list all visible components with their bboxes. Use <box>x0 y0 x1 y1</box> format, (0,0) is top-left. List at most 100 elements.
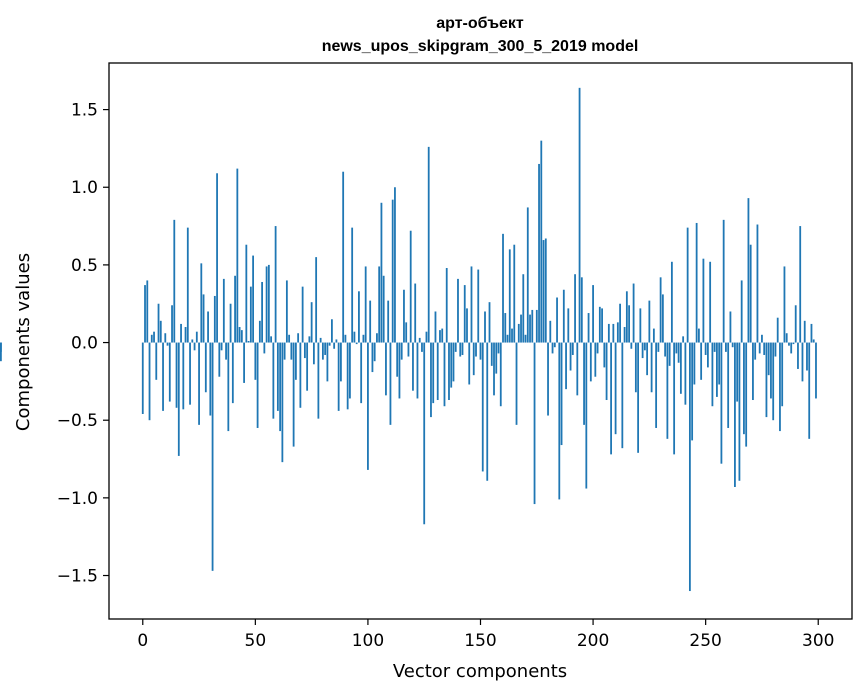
x-tick-label: 50 <box>245 631 267 651</box>
bar-23 <box>193 342 196 351</box>
bar-216 <box>628 305 630 343</box>
bar-248 <box>700 342 703 380</box>
bar-241 <box>684 342 687 405</box>
bar-6 <box>155 342 158 380</box>
bar-186 <box>560 342 563 446</box>
bar-253 <box>711 342 714 407</box>
bar-171 <box>526 207 529 343</box>
bar-158 <box>497 342 500 354</box>
bar-107 <box>382 275 385 343</box>
bar-273 <box>756 224 759 343</box>
bar-12 <box>168 342 171 402</box>
bar-1 <box>144 285 146 343</box>
bar-91 <box>346 342 349 410</box>
bar-227 <box>652 328 655 343</box>
bar-270 <box>749 244 752 343</box>
bar-183 <box>553 342 556 348</box>
bar-99 <box>364 266 367 343</box>
bar-203 <box>598 306 601 343</box>
bar-267 <box>743 342 745 435</box>
bar-286 <box>785 333 788 343</box>
bar-219 <box>634 342 637 393</box>
bar-118 <box>407 342 410 357</box>
bar-100 <box>367 342 369 470</box>
bar-80 <box>321 342 324 360</box>
bar-238 <box>677 342 680 363</box>
bar-135 <box>445 268 448 343</box>
bar-42 <box>236 168 239 343</box>
bar-5 <box>153 331 155 343</box>
bar-256 <box>718 342 721 385</box>
bar-55 <box>265 266 268 343</box>
bar-184 <box>556 297 558 343</box>
bar-152 <box>484 311 486 343</box>
bar-11 <box>166 342 169 346</box>
bar-119 <box>409 230 412 343</box>
bar-137 <box>450 342 453 388</box>
y-tick-label: 1.0 <box>71 178 98 198</box>
y-axis-label: Components values <box>13 253 34 431</box>
bar-90 <box>344 334 347 343</box>
bar-77 <box>315 257 318 343</box>
bar-127 <box>427 146 430 343</box>
bar-280 <box>772 342 775 421</box>
bar-15 <box>175 342 178 408</box>
bar-96 <box>358 291 360 343</box>
bar-213 <box>621 342 624 449</box>
bar-48 <box>249 286 252 343</box>
bar-161 <box>504 313 507 343</box>
bar-168 <box>520 314 522 343</box>
x-tick-label: 100 <box>352 631 384 651</box>
bar-197 <box>585 342 588 489</box>
y-tick-label: 0.5 <box>71 256 98 276</box>
bar-106 <box>380 202 383 343</box>
bar-128 <box>430 342 432 418</box>
bar-206 <box>605 342 608 401</box>
x-tick-label: 150 <box>464 631 496 651</box>
bar-58 <box>272 342 275 419</box>
chart-subtitle: news_upos_skipgram_300_5_2019 model <box>322 38 639 55</box>
bar-19 <box>184 327 187 343</box>
bar-140 <box>457 278 459 343</box>
bar-276 <box>763 342 766 355</box>
bar-94 <box>353 331 356 343</box>
bar-221 <box>639 308 642 343</box>
bar-249 <box>702 258 705 343</box>
bar-272 <box>754 342 757 360</box>
bar-160 <box>502 233 504 343</box>
bar-54 <box>263 342 266 354</box>
bar-247 <box>698 328 700 343</box>
bar-116 <box>403 289 405 343</box>
bar-122 <box>416 342 419 399</box>
bar-36 <box>222 278 225 343</box>
x-axis-ticks: 0 50 100 150 200 250 300 <box>137 619 834 651</box>
bar-187 <box>562 289 565 343</box>
bar-285 <box>783 266 786 343</box>
bar-195 <box>580 277 583 343</box>
bar-39 <box>229 303 232 343</box>
bar-281 <box>774 342 777 357</box>
bar-289 <box>792 342 795 345</box>
bar-74 <box>308 336 311 343</box>
bar-185 <box>558 342 561 500</box>
bar-70 <box>299 342 302 408</box>
bar-288 <box>790 342 793 354</box>
bar-18 <box>182 342 185 410</box>
bar-254 <box>713 342 716 352</box>
bar-51 <box>256 342 259 428</box>
bar-204 <box>601 308 603 343</box>
bar-108 <box>385 342 387 396</box>
bar-104 <box>376 333 378 343</box>
bar-98 <box>362 334 365 343</box>
bar-67 <box>292 342 295 447</box>
bar-38 <box>227 342 230 432</box>
bar-155 <box>490 342 493 366</box>
bar-262 <box>731 342 734 348</box>
bar-283 <box>779 342 781 432</box>
bar-57 <box>270 336 273 343</box>
bar-243 <box>688 342 691 592</box>
bar-176 <box>538 163 540 343</box>
bar-223 <box>643 342 646 351</box>
bar-169 <box>522 274 525 343</box>
